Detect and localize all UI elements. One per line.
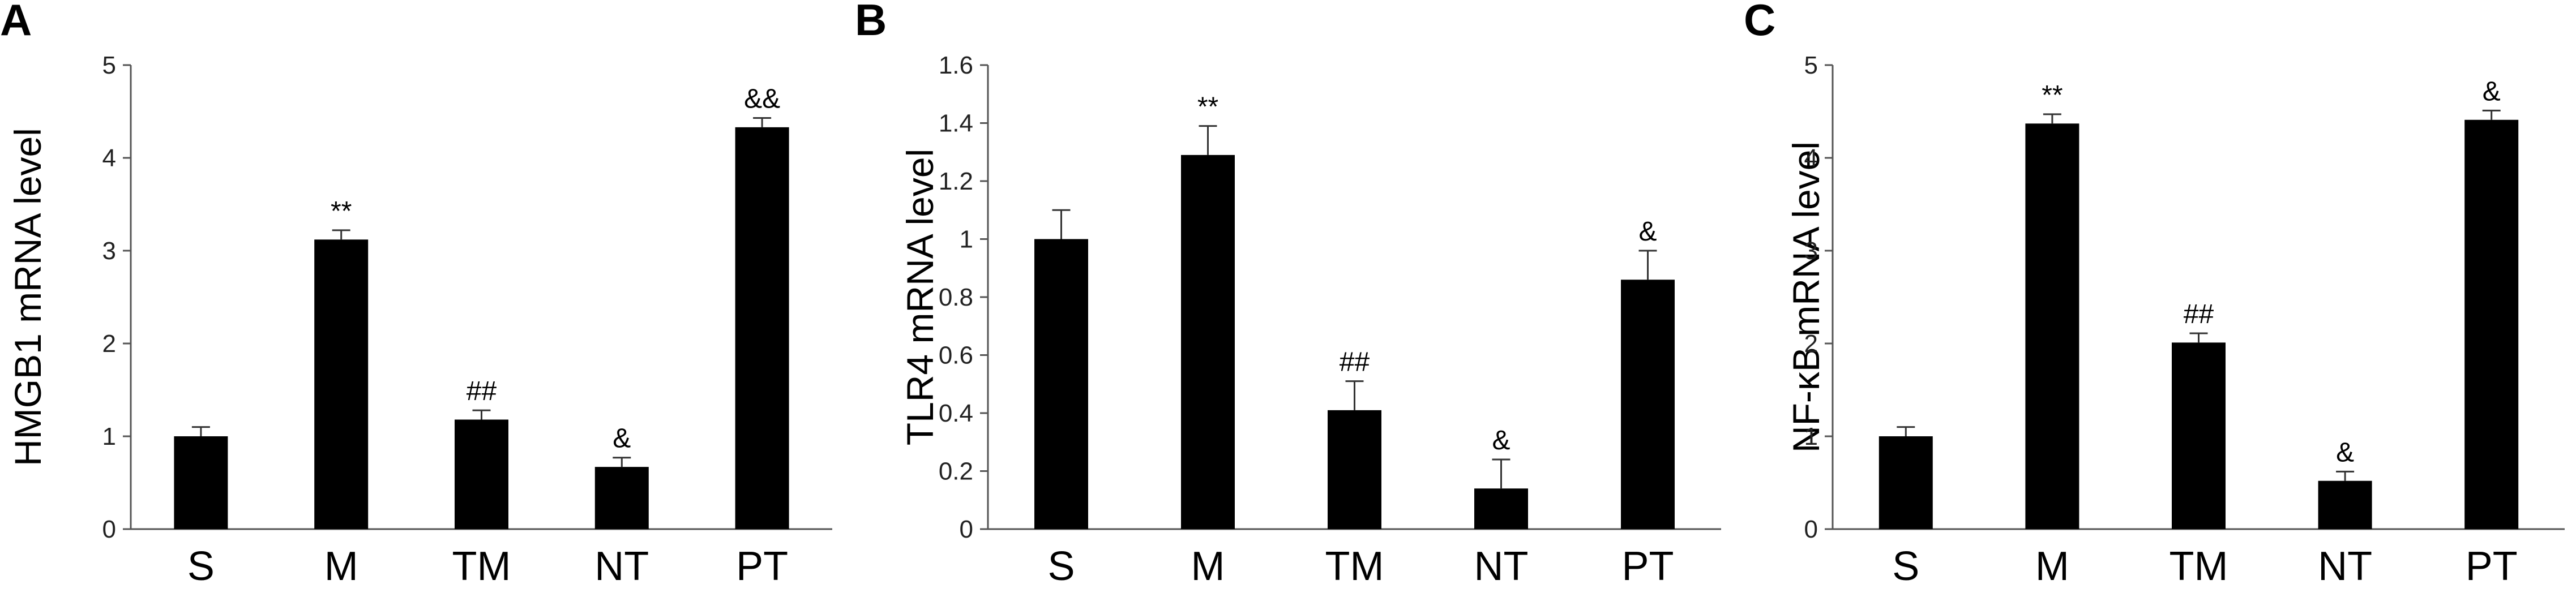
y-tick-label: 1 xyxy=(960,226,973,254)
y-tick-label: 1.2 xyxy=(939,167,973,195)
x-tick-label: M xyxy=(2035,544,2069,589)
x-tick-label: NT xyxy=(2318,544,2372,589)
x-tick-label: S xyxy=(1892,544,1919,589)
y-tick-label: 5 xyxy=(102,51,116,79)
significance-label: & xyxy=(2336,437,2354,467)
bar xyxy=(174,436,228,529)
panel-letter: A xyxy=(0,0,32,45)
y-tick-label: 1 xyxy=(102,423,116,450)
y-tick-label: 4 xyxy=(102,144,116,172)
bar xyxy=(1474,488,1528,529)
panel-letter: B xyxy=(855,0,887,45)
significance-label: ** xyxy=(331,196,352,226)
significance-label: & xyxy=(613,424,631,454)
y-tick-label: 4 xyxy=(1804,144,1818,172)
x-tick-label: M xyxy=(1191,544,1225,589)
bar xyxy=(1181,154,1235,529)
bar xyxy=(2318,480,2372,529)
x-tick-label: PT xyxy=(736,544,788,589)
x-tick-label: S xyxy=(187,544,215,589)
x-tick-label: S xyxy=(1047,544,1075,589)
bar xyxy=(1878,436,1933,529)
significance-label: & xyxy=(2483,76,2501,106)
y-tick-label: 5 xyxy=(1804,51,1818,79)
chart-panel-b: B TLR4 mRNA level 0 0.2 0.4 0.6 0.8 1 1.2 1.4 1.6 S… xyxy=(855,0,1721,589)
bar xyxy=(2172,342,2226,529)
bar xyxy=(1034,239,1088,529)
significance-label: ## xyxy=(467,376,497,406)
y-tick-label: 2 xyxy=(1804,330,1818,358)
y-tick-label: 0 xyxy=(102,516,116,543)
x-tick-label: M xyxy=(324,544,358,589)
y-tick-label: 1.6 xyxy=(939,51,973,79)
bar xyxy=(314,239,369,529)
significance-label: & xyxy=(1492,426,1510,456)
y-axis-label: HMGB1 mRNA level xyxy=(7,128,49,466)
bar xyxy=(1621,280,1675,529)
y-tick-label: 2 xyxy=(102,330,116,358)
x-tick-label: TM xyxy=(2170,544,2228,589)
x-tick-label: NT xyxy=(594,544,649,589)
bar xyxy=(735,127,789,529)
bar xyxy=(594,467,649,529)
significance-label: & xyxy=(1638,217,1657,247)
x-tick-label: TM xyxy=(452,544,511,589)
y-tick-label: 3 xyxy=(1804,237,1818,265)
significance-label: ** xyxy=(1197,92,1218,122)
x-tick-label: PT xyxy=(2466,544,2518,589)
significance-label: && xyxy=(744,84,780,114)
bar xyxy=(2464,119,2519,529)
y-tick-label: 0.4 xyxy=(939,400,973,427)
chart-panel-a: A HMGB1 mRNA level 0 1 2 3 4 5 S ** M ## TM & NT && PT xyxy=(0,0,832,589)
x-tick-label: NT xyxy=(1474,544,1529,589)
y-tick-label: 1.4 xyxy=(939,110,973,138)
significance-label: ## xyxy=(1340,347,1370,377)
y-axis-label: TLR4 mRNA level xyxy=(899,149,941,446)
y-tick-label: 0 xyxy=(960,516,973,543)
significance-label: ## xyxy=(2184,299,2214,329)
y-tick-label: 0.2 xyxy=(939,458,973,486)
y-tick-label: 3 xyxy=(102,237,116,265)
bar xyxy=(2025,123,2079,529)
panel-letter: C xyxy=(1744,0,1775,45)
y-tick-label: 0.6 xyxy=(939,342,973,370)
bar xyxy=(455,419,508,529)
x-tick-label: PT xyxy=(1621,544,1674,589)
chart-panel-c: C NF-κB mRNA level 0 1 2 3 4 5 S ** M ## TM & NT & PT xyxy=(1744,0,2565,589)
significance-label: ** xyxy=(2042,80,2062,110)
x-tick-label: TM xyxy=(1325,544,1384,589)
y-tick-label: 0.8 xyxy=(939,284,973,311)
y-axis-label: NF-κB mRNA level xyxy=(1785,141,1827,453)
y-tick-label: 0 xyxy=(1804,516,1818,543)
y-tick-label: 1 xyxy=(1804,423,1818,450)
bar xyxy=(1328,410,1381,529)
